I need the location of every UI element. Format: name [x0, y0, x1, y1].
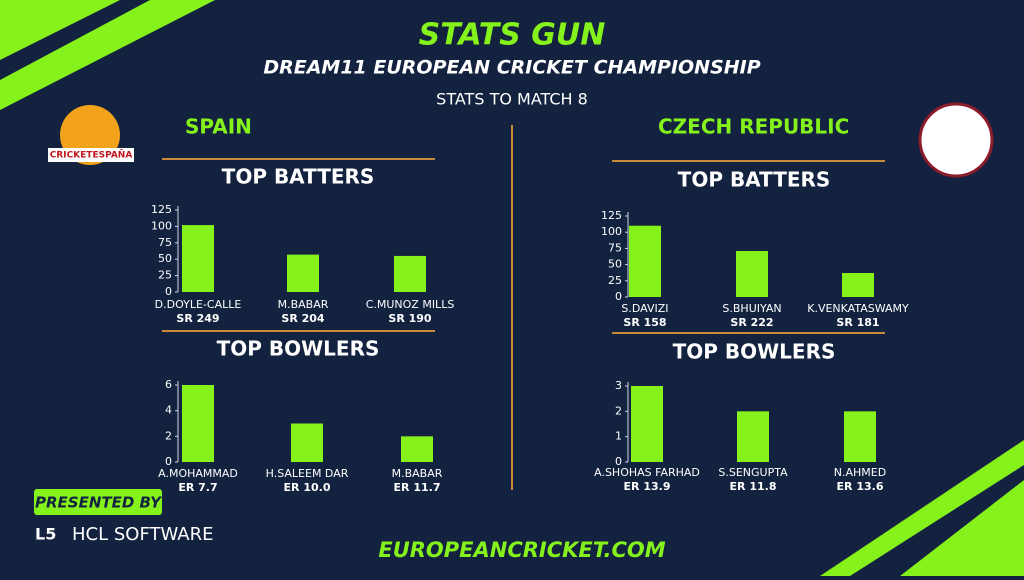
bar [287, 254, 319, 292]
x-tick-label: A.MOHAMMAD [158, 467, 238, 480]
y-tick-label: 50 [158, 252, 172, 265]
x-tick-label: C.MUNOZ MILLS [366, 298, 455, 311]
bar [844, 411, 876, 462]
sponsor-icon: L5 [35, 525, 56, 544]
x-tick-label: M.BABAR [392, 467, 443, 480]
bar [394, 255, 426, 292]
y-tick-label: 2 [615, 404, 622, 417]
y-tick-label: 0 [615, 290, 622, 303]
sub-label: ER 11.8 [730, 480, 777, 493]
bar [737, 411, 769, 462]
x-tick-label: K.VENKATASWAMY [807, 302, 909, 315]
x-tick-label: M.BABAR [278, 298, 329, 311]
y-tick-label: 4 [165, 404, 172, 417]
subtitle: DREAM11 EUROPEAN CRICKET CHAMPIONSHIP [263, 57, 760, 79]
sub-label: ER 11.7 [394, 481, 441, 494]
stripe [900, 480, 1024, 576]
bar [736, 250, 768, 297]
presented-by: PRESENTED BY [35, 494, 163, 512]
bar [182, 225, 214, 292]
logo-text: CRICKETESPAÑA [50, 150, 133, 161]
sub-label: ER 13.9 [624, 480, 671, 493]
y-tick-label: 25 [158, 269, 172, 282]
y-tick-label: 0 [615, 455, 622, 468]
bar [842, 273, 874, 297]
title: STATS GUN [419, 18, 606, 53]
y-tick-label: 125 [151, 203, 172, 216]
stripe [0, 0, 120, 60]
sub-label: SR 190 [388, 312, 432, 325]
stripe [820, 440, 1024, 576]
x-tick-label: D.DOYLE-CALLE [155, 298, 242, 311]
x-tick-label: H.SALEEM DAR [266, 467, 349, 480]
team-name: CZECH REPUBLIC [658, 115, 849, 139]
y-tick-label: 125 [601, 209, 622, 222]
x-tick-label: N.AHMED [834, 466, 886, 479]
badge [34, 489, 162, 515]
chart-title: TOP BOWLERS [673, 340, 836, 364]
bar [629, 225, 661, 297]
y-tick-label: 100 [151, 219, 172, 232]
sub-label: ER 7.7 [178, 481, 217, 494]
y-tick-label: 2 [165, 429, 172, 442]
bar [291, 423, 323, 462]
y-tick-label: 3 [615, 379, 622, 392]
bar [182, 385, 214, 462]
y-tick-label: 0 [165, 455, 172, 468]
y-tick-label: 50 [608, 258, 622, 271]
y-tick-label: 0 [165, 285, 172, 298]
sub-label: ER 13.6 [837, 480, 884, 493]
bar [401, 436, 433, 462]
sub-label: ER 10.0 [284, 481, 331, 494]
bar [631, 386, 663, 462]
y-tick-label: 75 [608, 241, 622, 254]
x-tick-label: S.SENGUPTA [718, 466, 788, 479]
stripe [0, 0, 215, 110]
sub-label: SR 222 [730, 316, 773, 329]
y-tick-label: 1 [615, 430, 622, 443]
sub-label: SR 181 [836, 316, 879, 329]
y-tick-label: 75 [158, 236, 172, 249]
y-tick-label: 100 [601, 225, 622, 238]
sub-label: SR 249 [176, 312, 219, 325]
sponsor: HCL SOFTWARE [72, 524, 214, 545]
logo-band [48, 148, 134, 162]
note: STATS TO MATCH 8 [436, 90, 588, 109]
url: EUROPEANCRICKET.COM [378, 538, 665, 562]
sub-label: SR 204 [281, 312, 325, 325]
chart-title: TOP BATTERS [678, 168, 831, 192]
chart-title: TOP BATTERS [222, 165, 375, 189]
chart-title: TOP BOWLERS [217, 337, 380, 361]
logo [918, 102, 994, 178]
y-tick-label: 25 [608, 274, 622, 287]
y-tick-label: 6 [165, 378, 172, 391]
team-name: SPAIN [185, 115, 252, 139]
x-tick-label: S.DAVIZI [621, 302, 668, 315]
x-tick-label: A.SHOHAS FARHAD [594, 466, 700, 479]
x-tick-label: S.BHUIYAN [722, 302, 781, 315]
sub-label: SR 158 [623, 316, 666, 329]
